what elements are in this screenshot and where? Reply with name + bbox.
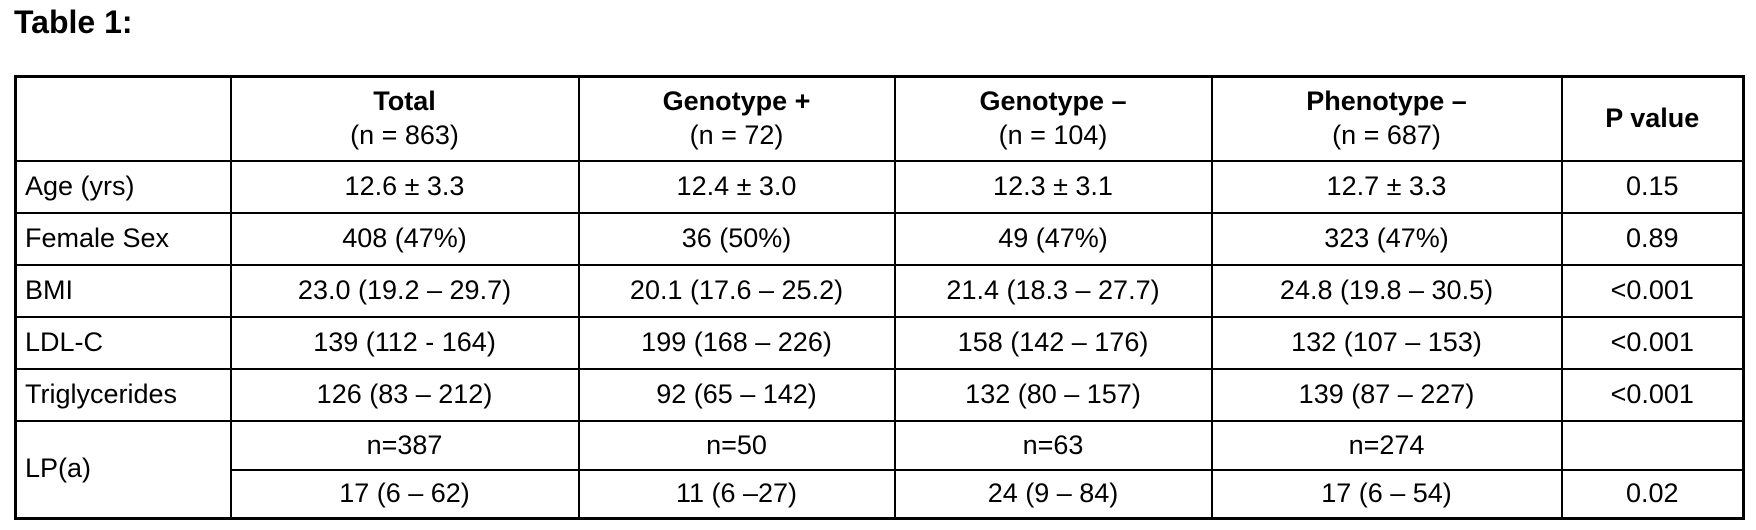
- cell-value: 12.3 ± 3.1: [893, 160, 1213, 214]
- cell-value: n=387: [229, 420, 580, 471]
- cell-value: n=50: [577, 420, 896, 471]
- header-cell-empty: [14, 75, 232, 162]
- cell-value: 92 (65 – 142): [577, 368, 896, 422]
- column-sublabel: (n = 72): [689, 120, 784, 150]
- cell-pvalue: 0.02: [1560, 469, 1745, 519]
- table-row-lpa-values: 17 (6 – 62) 11 (6 –27) 24 (9 – 84) 17 (6 – …: [16, 469, 1745, 519]
- table-row: Triglycerides 126 (83 – 212) 92 (65 – 142)…: [14, 368, 1745, 422]
- row-label: Female Sex: [14, 212, 232, 266]
- cell-value: 199 (168 – 226): [577, 316, 896, 370]
- column-label: Genotype –: [979, 86, 1127, 117]
- header-row: Total (n = 863) Genotype + (n = 72) Geno…: [14, 75, 1745, 162]
- cell-value: n=274: [1210, 420, 1563, 471]
- column-sublabel: (n = 863): [350, 120, 459, 150]
- cell-pvalue-empty: [1560, 420, 1745, 471]
- column-sublabel: (n = 687): [1332, 120, 1441, 150]
- cell-pvalue: 0.15: [1560, 160, 1745, 214]
- table-body: Age (yrs) 12.6 ± 3.3 12.4 ± 3.0 12.3 ± 3.1 1…: [14, 160, 1745, 519]
- cell-value: 12.7 ± 3.3: [1210, 160, 1563, 214]
- cell-value: 126 (83 – 212): [229, 368, 580, 422]
- column-label: Genotype +: [662, 86, 811, 117]
- cell-value: 139 (87 – 227): [1210, 368, 1563, 422]
- table-caption: Table 1:: [14, 4, 133, 40]
- cell-value: 20.1 (17.6 – 25.2): [577, 264, 896, 318]
- cell-value: n=63: [893, 420, 1213, 471]
- cell-value: 17 (6 – 54): [1210, 469, 1563, 519]
- table-row: Age (yrs) 12.6 ± 3.3 12.4 ± 3.0 12.3 ± 3.1 1…: [14, 160, 1745, 214]
- cell-value: 12.6 ± 3.3: [229, 160, 580, 214]
- cell-value: 23.0 (19.2 – 29.7): [229, 264, 580, 318]
- cell-value: 24.8 (19.8 – 30.5): [1210, 264, 1563, 318]
- table-row: LDL-C 139 (112 - 164) 199 (168 – 226) 158 (…: [14, 316, 1745, 370]
- column-label: Total: [373, 86, 436, 117]
- column-label: P value: [1605, 103, 1700, 134]
- row-label: Age (yrs): [14, 160, 232, 214]
- row-label-lpa: LP(a): [14, 420, 232, 519]
- cell-value: 11 (6 –27): [577, 469, 896, 519]
- cell-pvalue: <0.001: [1560, 264, 1745, 318]
- cell-value: 139 (112 - 164): [229, 316, 580, 370]
- header-cell-phenotype-negative: Phenotype – (n = 687): [1210, 75, 1563, 162]
- header-cell-total: Total (n = 863): [229, 75, 580, 162]
- clinical-characteristics-table: Total (n = 863) Genotype + (n = 72) Geno…: [14, 75, 1745, 520]
- row-label: LDL-C: [14, 316, 232, 370]
- cell-value: 17 (6 – 62): [229, 469, 580, 519]
- column-label: Phenotype –: [1306, 86, 1467, 117]
- cell-pvalue: 0.89: [1560, 212, 1745, 266]
- cell-pvalue: <0.001: [1560, 368, 1745, 422]
- cell-value: 408 (47%): [229, 212, 580, 266]
- table-row: Female Sex 408 (47%) 36 (50%) 49 (47%) 323 (…: [14, 212, 1745, 266]
- table-header: Total (n = 863) Genotype + (n = 72) Geno…: [14, 75, 1745, 162]
- header-cell-genotype-negative: Genotype – (n = 104): [893, 75, 1213, 162]
- cell-value: 132 (107 – 153): [1210, 316, 1563, 370]
- cell-value: 132 (80 – 157): [893, 368, 1213, 422]
- cell-pvalue: <0.001: [1560, 316, 1745, 370]
- cell-value: 158 (142 – 176): [893, 316, 1213, 370]
- header-cell-genotype-positive: Genotype + (n = 72): [577, 75, 896, 162]
- row-label: Triglycerides: [14, 368, 232, 422]
- cell-value: 36 (50%): [577, 212, 896, 266]
- header-cell-pvalue: P value: [1560, 75, 1745, 162]
- cell-value: 49 (47%): [893, 212, 1213, 266]
- cell-value: 21.4 (18.3 – 27.7): [893, 264, 1213, 318]
- cell-value: 24 (9 – 84): [893, 469, 1213, 519]
- cell-value: 323 (47%): [1210, 212, 1563, 266]
- cell-value: 12.4 ± 3.0: [577, 160, 896, 214]
- table-row: BMI 23.0 (19.2 – 29.7) 20.1 (17.6 – 25.2) 2…: [14, 264, 1745, 318]
- column-sublabel: (n = 104): [998, 120, 1108, 150]
- row-label: BMI: [14, 264, 232, 318]
- table-row-lpa-counts: LP(a) n=387 n=50 n=63 n=274: [14, 420, 1745, 519]
